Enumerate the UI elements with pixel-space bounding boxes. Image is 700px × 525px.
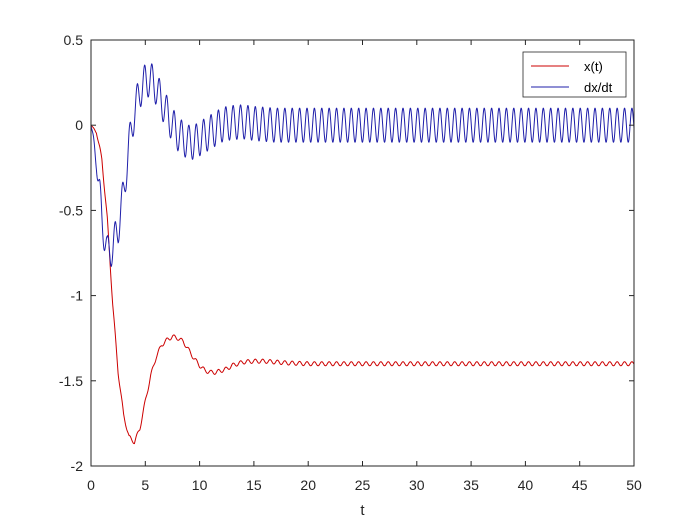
y-tick-label: -1	[71, 288, 84, 304]
legend-box	[522, 51, 627, 98]
x-tick-label: 30	[409, 477, 425, 493]
legend-label-x: x(t)	[584, 59, 603, 74]
x-axis: 0 5 10 15 20 25 30 35 40 45 50	[87, 40, 642, 493]
x-tick-label: 50	[626, 477, 642, 493]
x-axis-title: t	[360, 502, 365, 519]
series-layer	[90, 63, 635, 445]
y-tick-label: 0	[75, 117, 83, 133]
x-tick-label: 45	[572, 477, 588, 493]
plot-area	[91, 40, 634, 466]
x-tick-label: 0	[87, 477, 95, 493]
y-tick-label: 0.5	[64, 32, 84, 48]
x-tick-label: 20	[300, 477, 316, 493]
x-tick-label: 40	[518, 477, 534, 493]
y-axis: 0.5 0 -0.5 -1 -1.5 -2	[59, 32, 634, 474]
x-tick-label: 35	[463, 477, 479, 493]
x-tick-label: 5	[141, 477, 149, 493]
series-line-dxdt	[90, 63, 635, 268]
legend-label-dxdt: dx/dt	[584, 80, 613, 95]
x-tick-label: 25	[355, 477, 371, 493]
x-tick-label: 15	[246, 477, 262, 493]
series-line-x	[90, 124, 635, 445]
y-tick-label: -0.5	[59, 202, 83, 218]
legend: x(t) dx/dt	[522, 51, 627, 98]
y-tick-label: -2	[71, 458, 84, 474]
x-tick-label: 10	[192, 477, 208, 493]
y-tick-label: -1.5	[59, 373, 83, 389]
